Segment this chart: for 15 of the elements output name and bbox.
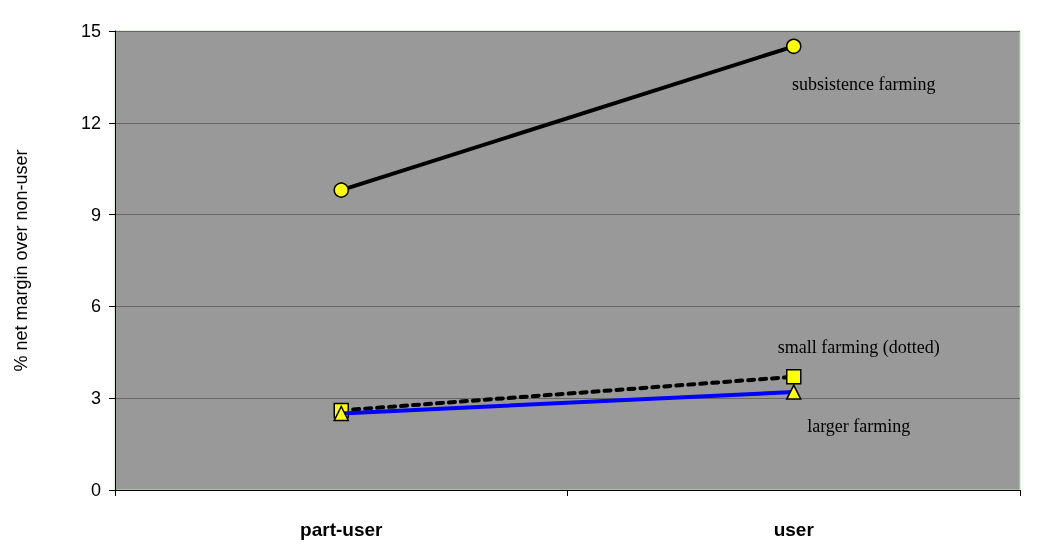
y-axis-title: % net margin over non-user (11, 149, 31, 372)
y-tick-label: 0 (90, 480, 101, 500)
y-tick-label: 3 (90, 388, 101, 409)
series-label: larger farming (807, 415, 911, 436)
x-tick-label: user (773, 519, 815, 540)
y-tick-label: 6 (90, 296, 101, 317)
y-tick-label: 15 (80, 21, 101, 41)
y-tick-label: 12 (80, 112, 101, 133)
x-tick-label: part-user (300, 519, 384, 540)
point (786, 38, 802, 55)
y-tick-label: 9 (90, 204, 101, 225)
point (333, 182, 349, 198)
series-label: small farming (dotted) (777, 337, 940, 359)
series-label: subsistence farming (792, 74, 936, 95)
point (786, 369, 802, 385)
